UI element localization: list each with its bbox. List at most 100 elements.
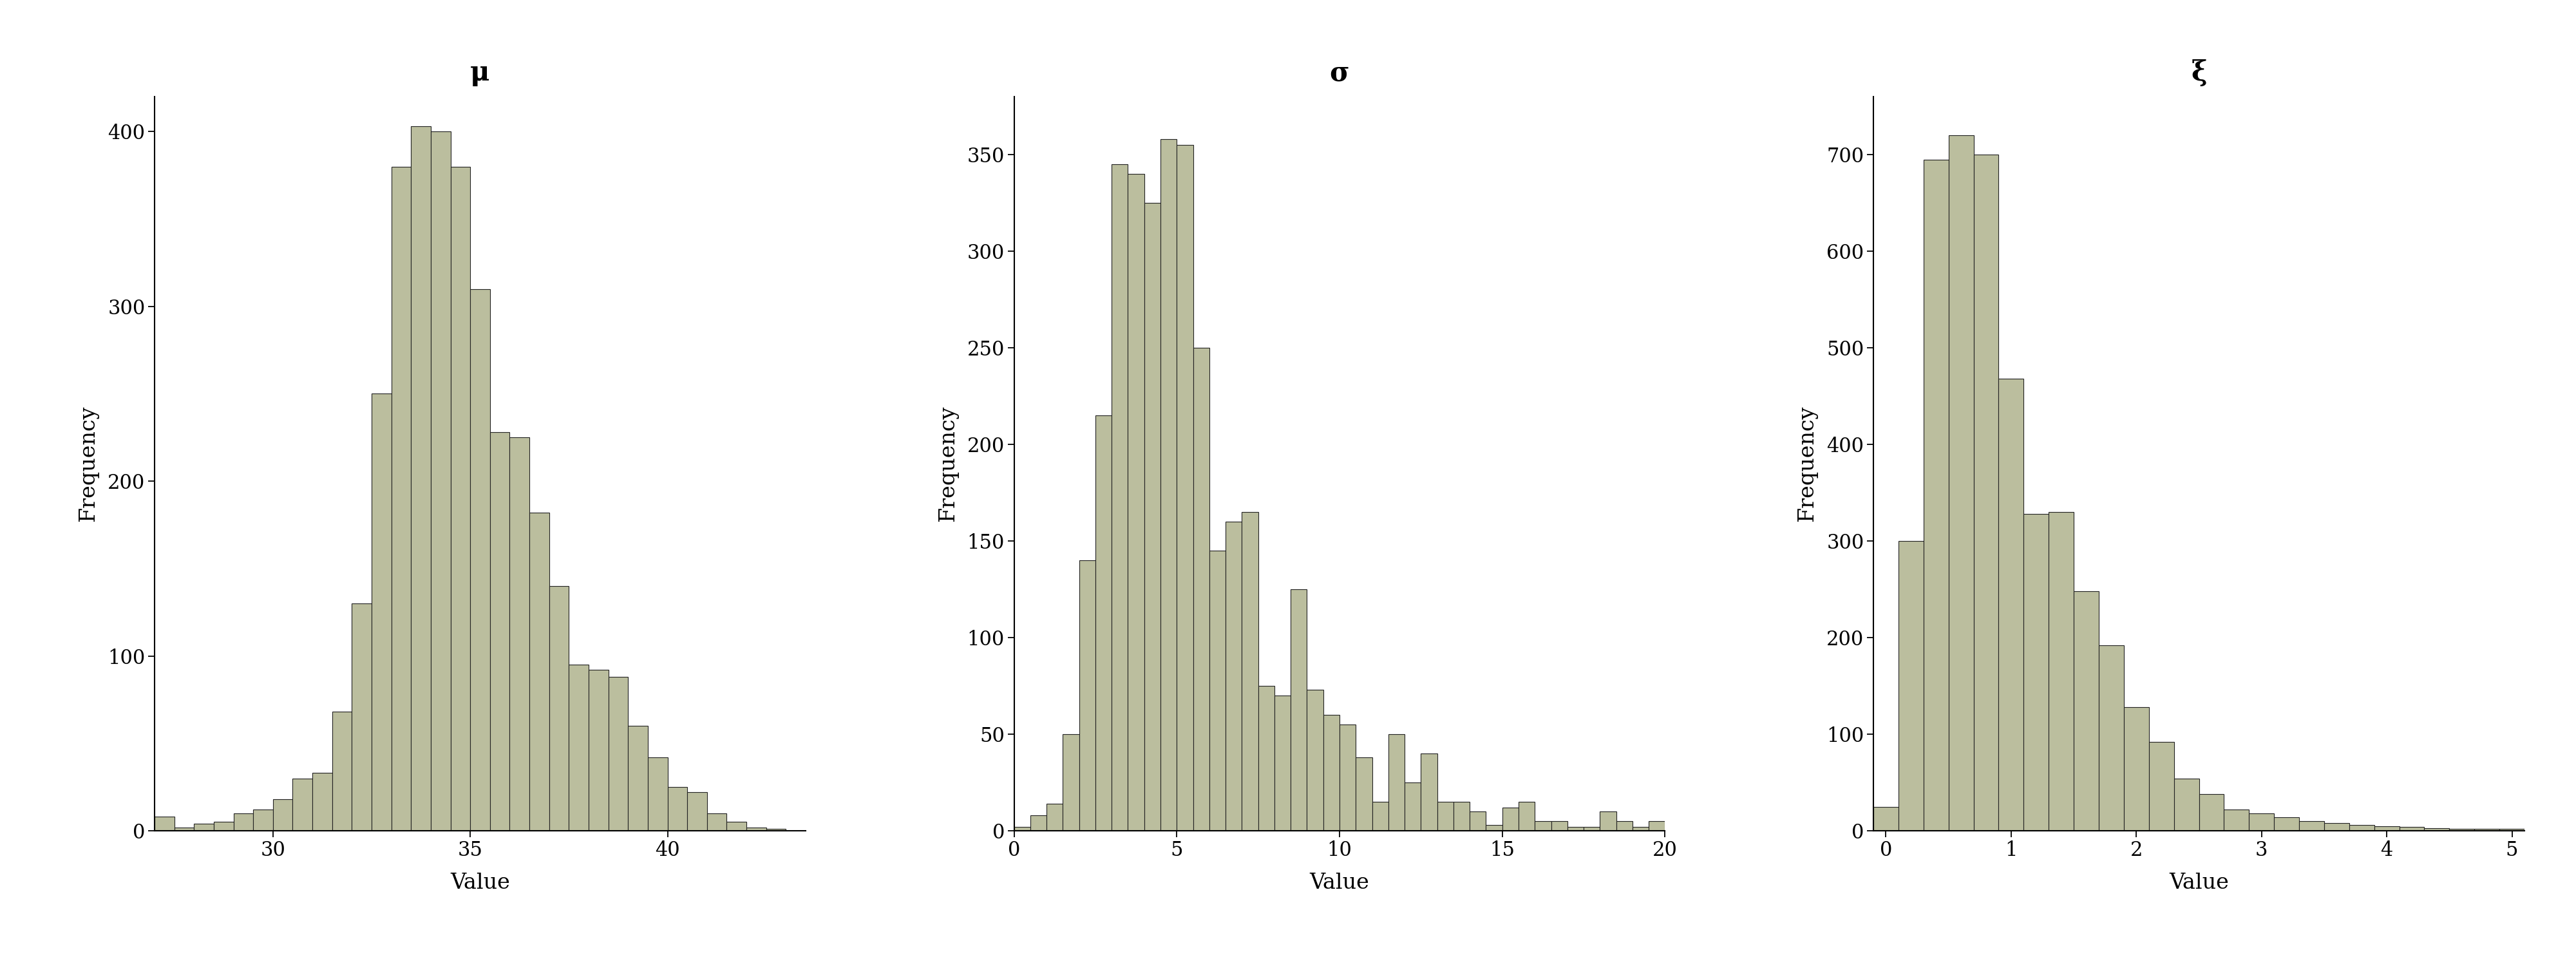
Bar xyxy=(234,813,252,831)
Bar xyxy=(1177,145,1193,831)
Bar xyxy=(688,792,706,831)
Bar xyxy=(1388,734,1404,831)
Bar xyxy=(2200,794,2223,831)
Bar xyxy=(273,799,294,831)
Bar xyxy=(412,127,430,831)
Bar xyxy=(1566,827,1584,831)
Bar xyxy=(1159,139,1177,831)
Y-axis label: Frequency: Frequency xyxy=(77,406,98,522)
Bar xyxy=(1615,821,1633,831)
Title: μ: μ xyxy=(471,59,489,86)
Bar xyxy=(1064,734,1079,831)
Bar xyxy=(252,810,273,831)
Bar xyxy=(1551,821,1566,831)
Bar xyxy=(1095,415,1113,831)
Bar xyxy=(1873,807,1899,831)
Bar xyxy=(312,773,332,831)
Bar xyxy=(2123,707,2148,831)
Bar xyxy=(706,813,726,831)
Bar xyxy=(1015,827,1030,831)
Bar xyxy=(1649,821,1664,831)
Bar xyxy=(353,604,371,831)
Bar xyxy=(1947,135,1973,831)
Bar xyxy=(608,677,629,831)
Bar xyxy=(1208,551,1226,831)
Bar xyxy=(2249,813,2275,831)
Bar xyxy=(1486,825,1502,831)
Bar xyxy=(765,829,786,831)
Bar xyxy=(1437,802,1453,831)
X-axis label: Value: Value xyxy=(1309,872,1370,894)
Bar xyxy=(1453,802,1471,831)
Bar xyxy=(1520,802,1535,831)
Bar xyxy=(510,438,531,831)
Bar xyxy=(1113,164,1128,831)
Bar xyxy=(726,822,747,831)
Bar xyxy=(1324,715,1340,831)
Title: ξ: ξ xyxy=(2192,59,2208,86)
Bar xyxy=(1257,686,1275,831)
Bar xyxy=(2025,514,2048,831)
Bar xyxy=(1600,811,1615,831)
X-axis label: Value: Value xyxy=(2169,872,2228,894)
Bar xyxy=(2148,742,2174,831)
Bar xyxy=(392,166,412,831)
Bar xyxy=(371,394,392,831)
Bar xyxy=(1535,821,1551,831)
Y-axis label: Frequency: Frequency xyxy=(938,406,958,522)
Bar xyxy=(2424,828,2450,831)
Bar xyxy=(629,725,647,831)
Bar xyxy=(332,712,353,831)
Bar xyxy=(2524,830,2550,831)
Bar xyxy=(2099,645,2123,831)
Bar xyxy=(1291,589,1306,831)
Bar xyxy=(1471,811,1486,831)
Bar xyxy=(2375,826,2398,831)
Bar xyxy=(2550,829,2573,831)
Bar xyxy=(2223,810,2249,831)
Bar xyxy=(155,817,175,831)
Bar xyxy=(1030,815,1046,831)
Bar xyxy=(1193,348,1208,831)
Bar xyxy=(1275,696,1291,831)
Bar xyxy=(1306,690,1324,831)
Bar xyxy=(2174,779,2200,831)
Bar xyxy=(2275,817,2300,831)
Bar xyxy=(2450,829,2476,831)
Bar xyxy=(1633,827,1649,831)
Bar xyxy=(175,827,193,831)
Bar xyxy=(1999,379,2025,831)
Bar xyxy=(451,166,471,831)
Bar xyxy=(471,289,489,831)
Bar xyxy=(647,757,667,831)
Bar xyxy=(2398,827,2424,831)
X-axis label: Value: Value xyxy=(451,872,510,894)
Bar xyxy=(1502,808,1520,831)
Bar xyxy=(1973,155,1999,831)
Bar xyxy=(1226,522,1242,831)
Bar xyxy=(549,586,569,831)
Bar xyxy=(2324,823,2349,831)
Bar xyxy=(1924,159,1947,831)
Bar xyxy=(569,665,587,831)
Bar xyxy=(1404,782,1422,831)
Bar xyxy=(1144,203,1159,831)
Bar xyxy=(294,779,312,831)
Bar xyxy=(1899,541,1924,831)
Bar xyxy=(214,822,234,831)
Bar xyxy=(1373,802,1388,831)
Bar xyxy=(2476,829,2499,831)
Bar xyxy=(1128,174,1144,831)
Bar xyxy=(430,131,451,831)
Bar xyxy=(2048,512,2074,831)
Bar xyxy=(2349,825,2375,831)
Bar xyxy=(2300,821,2324,831)
Bar xyxy=(1340,724,1355,831)
Bar xyxy=(1422,753,1437,831)
Bar xyxy=(667,787,688,831)
Title: σ: σ xyxy=(1329,59,1350,86)
Bar xyxy=(1355,757,1373,831)
Bar xyxy=(489,432,510,831)
Bar xyxy=(587,670,608,831)
Bar xyxy=(2074,591,2099,831)
